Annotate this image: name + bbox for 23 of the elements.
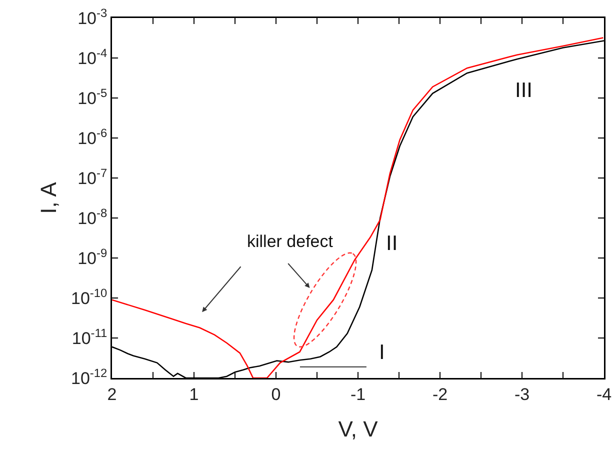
y-axis-title: I, A — [36, 182, 62, 214]
x-tick-label: 1 — [189, 384, 199, 404]
y-tick-label: 10$^{-10}$ — [70, 286, 108, 308]
y-tick-label: 10$^{-9}$ — [78, 246, 108, 268]
y-tick-label: 10$^{-5}$ — [78, 86, 108, 108]
y-tick-label: 10$^{-4}$ — [78, 46, 108, 68]
x-tick-label: -2 — [432, 384, 448, 404]
annotation: killer defect — [247, 232, 334, 251]
x-tick-label: 0 — [271, 384, 281, 404]
y-tick-label: 10$^{-6}$ — [78, 126, 108, 148]
y-tick-label: 10$^{-3}$ — [78, 6, 108, 28]
y-tick-label: 10$^{-11}$ — [72, 326, 108, 348]
x-tick-label: -4 — [596, 384, 612, 404]
annotation: I — [379, 341, 385, 364]
y-tick-label: 10$^{-8}$ — [78, 206, 108, 228]
x-tick-label: -3 — [514, 384, 530, 404]
annotation: III — [515, 79, 533, 102]
annotation: II — [386, 232, 398, 255]
x-tick-label: 2 — [107, 384, 117, 404]
x-axis-title: V, V — [338, 416, 378, 442]
x-tick-label: -1 — [350, 384, 366, 404]
y-tick-label: 10$^{-7}$ — [78, 166, 108, 188]
y-tick-label: 10$^{-12}$ — [70, 366, 108, 388]
